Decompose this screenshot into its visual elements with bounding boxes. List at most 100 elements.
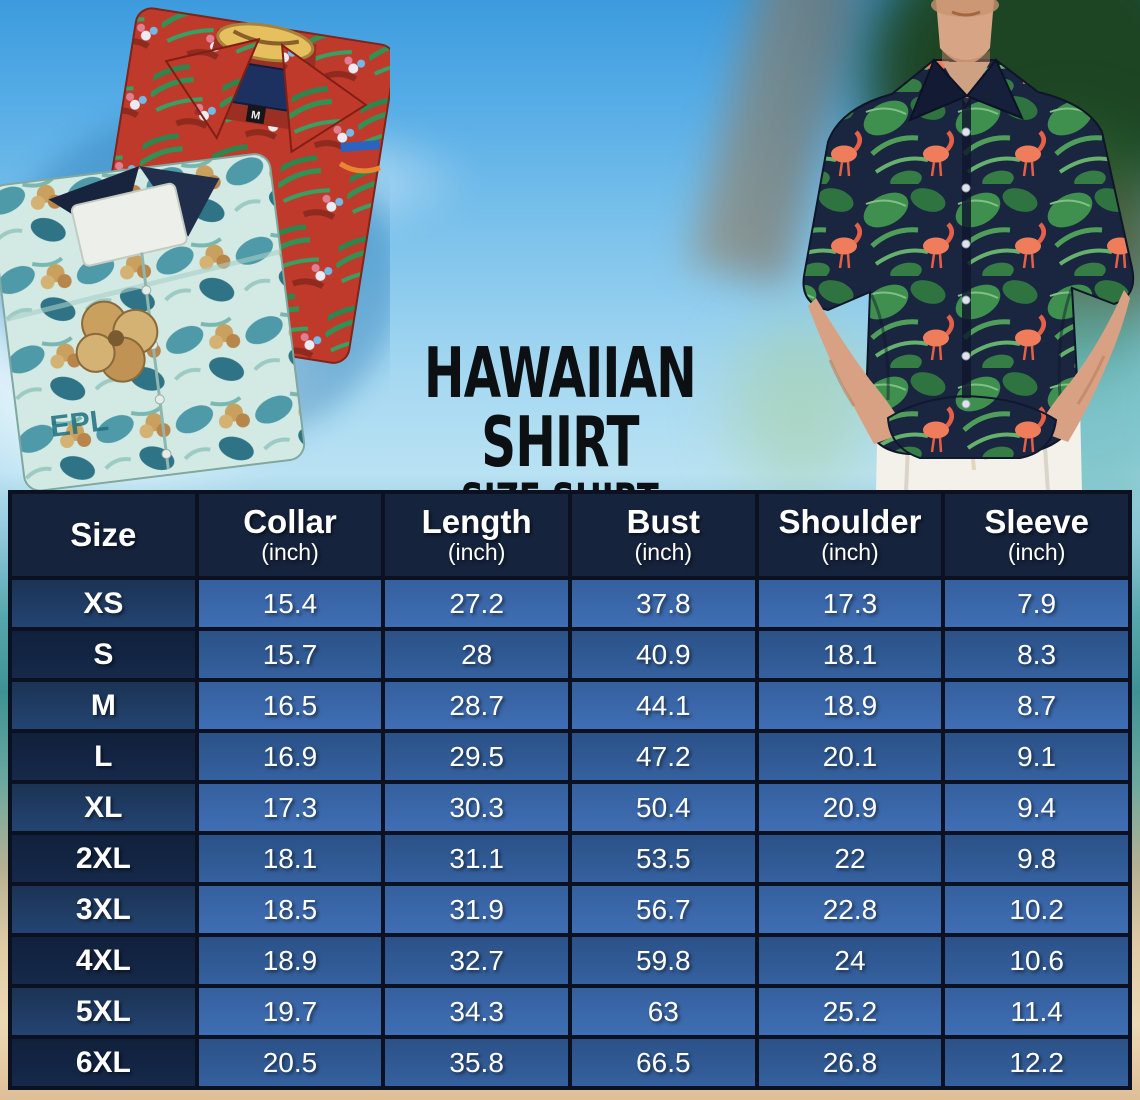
- cell-value: 34.3: [381, 984, 572, 1039]
- cell-value: 25.2: [754, 984, 946, 1039]
- cell-value: 32.7: [381, 933, 572, 988]
- row-size-label: 5XL: [8, 984, 199, 1039]
- cell-value: 26.8: [754, 1035, 946, 1090]
- chest-pocket: [70, 182, 188, 267]
- table-row: XL 17.3 30.3 50.4 20.9 9.4: [8, 780, 1132, 835]
- cell-value: 20.5: [194, 1035, 386, 1090]
- model-arms: [808, 290, 1130, 444]
- cell-value: 18.1: [754, 627, 946, 682]
- cell-value: 27.2: [381, 576, 572, 631]
- cell-value: 10.6: [941, 933, 1132, 988]
- col-header-collar: Collar (inch): [194, 490, 386, 580]
- row-size-label: 2XL: [8, 831, 199, 886]
- cell-value: 7.9: [941, 576, 1132, 631]
- cell-value: 16.5: [194, 678, 386, 733]
- size-tag: [245, 104, 267, 125]
- table-row: 4XL 18.9 32.7 59.8 24 10.6: [8, 933, 1132, 988]
- cell-value: 9.1: [941, 729, 1132, 784]
- cell-value: 44.1: [567, 678, 759, 733]
- cell-value: 18.9: [194, 933, 386, 988]
- cell-value: 15.4: [194, 576, 386, 631]
- chest-skin: [942, 62, 990, 104]
- row-size-label: M: [8, 678, 199, 733]
- shirt-print-text: EPL: [48, 404, 110, 444]
- col-header-sleeve: Sleeve (inch): [941, 490, 1132, 580]
- teal-hawaiian-shirt: EPL: [0, 153, 306, 492]
- cell-value: 16.9: [194, 729, 386, 784]
- cell-value: 31.9: [381, 882, 572, 937]
- cell-value: 28.7: [381, 678, 572, 733]
- cell-value: 22: [754, 831, 946, 886]
- cell-value: 66.5: [567, 1035, 759, 1090]
- col-header-bust: Bust (inch): [567, 490, 759, 580]
- shirt-hem: [886, 394, 1058, 459]
- cell-value: 9.8: [941, 831, 1132, 886]
- table-row: 5XL 19.7 34.3 63 25.2 11.4: [8, 984, 1132, 1039]
- col-header-length: Length (inch): [381, 490, 572, 580]
- cell-value: 20.1: [754, 729, 946, 784]
- collar-left: [908, 58, 969, 122]
- cell-value: 29.5: [381, 729, 572, 784]
- product-photo-folded-shirts: M E: [0, 7, 390, 492]
- hibiscus-flower: [75, 300, 159, 383]
- table-row: 2XL 18.1 31.1 53.5 22 9.8: [8, 831, 1132, 886]
- cell-value: 50.4: [567, 780, 759, 835]
- sleeve-logo: [338, 140, 381, 174]
- row-size-label: XS: [8, 576, 199, 631]
- cell-value: 30.3: [381, 780, 572, 835]
- cell-value: 59.8: [567, 933, 759, 988]
- cell-value: 28: [381, 627, 572, 682]
- cell-value: 11.4: [941, 984, 1132, 1039]
- row-size-label: 3XL: [8, 882, 199, 937]
- size-chart-header: Size Collar (inch) Length (inch) Bust (i…: [8, 490, 1132, 580]
- cell-value: 53.5: [567, 831, 759, 886]
- col-header-size: Size: [8, 490, 199, 580]
- cell-value: 9.4: [941, 780, 1132, 835]
- cell-value: 18.5: [194, 882, 386, 937]
- table-row: S 15.7 28 40.9 18.1 8.3: [8, 627, 1132, 682]
- cell-value: 20.9: [754, 780, 946, 835]
- cell-value: 19.7: [194, 984, 386, 1039]
- row-size-label: 4XL: [8, 933, 199, 988]
- cell-value: 15.7: [194, 627, 386, 682]
- cell-value: 35.8: [381, 1035, 572, 1090]
- table-row: 6XL 20.5 35.8 66.5 26.8 12.2: [8, 1035, 1132, 1090]
- cell-value: 63: [567, 984, 759, 1039]
- row-size-label: L: [8, 729, 199, 784]
- header-row: Size Collar (inch) Length (inch) Bust (i…: [8, 490, 1132, 580]
- cell-value: 17.3: [754, 576, 946, 631]
- page-title: HAWAIIAN SHIRT: [424, 331, 697, 484]
- table-row: M 16.5 28.7 44.1 18.9 8.7: [8, 678, 1132, 733]
- size-chart-table: Size Collar (inch) Length (inch) Bust (i…: [8, 490, 1132, 1090]
- cell-value: 18.1: [194, 831, 386, 886]
- cell-value: 8.7: [941, 678, 1132, 733]
- cell-value: 12.2: [941, 1035, 1132, 1090]
- cell-value: 17.3: [194, 780, 386, 835]
- col-header-shoulder: Shoulder (inch): [754, 490, 946, 580]
- mouth: [951, 10, 981, 17]
- model-photo: [802, 0, 1135, 492]
- cell-value: 47.2: [567, 729, 759, 784]
- size-tag-letter: M: [250, 109, 261, 122]
- cell-value: 24: [754, 933, 946, 988]
- button-placket: [961, 98, 971, 409]
- row-size-label: XL: [8, 780, 199, 835]
- cell-value: 22.8: [754, 882, 946, 937]
- table-row: XS 15.4 27.2 37.8 17.3 7.9: [8, 576, 1132, 631]
- cell-value: 40.9: [567, 627, 759, 682]
- cell-value: 10.2: [941, 882, 1132, 937]
- cell-value: 8.3: [941, 627, 1132, 682]
- table-row: L 16.9 29.5 47.2 20.1 9.1: [8, 729, 1132, 784]
- collar-right: [280, 42, 368, 154]
- row-size-label: S: [8, 627, 199, 682]
- row-size-label: 6XL: [8, 1035, 199, 1090]
- cell-value: 18.9: [754, 678, 946, 733]
- cell-value: 31.1: [381, 831, 572, 886]
- collar-right: [965, 58, 1024, 120]
- collar-left: [164, 37, 261, 141]
- cell-value: 37.8: [567, 576, 759, 631]
- table-row: 3XL 18.5 31.9 56.7 22.8 10.2: [8, 882, 1132, 937]
- size-chart-body: XS 15.4 27.2 37.8 17.3 7.9 S 15.7 28 40.9 18.1 8.3 M…: [8, 576, 1132, 1090]
- cell-value: 56.7: [567, 882, 759, 937]
